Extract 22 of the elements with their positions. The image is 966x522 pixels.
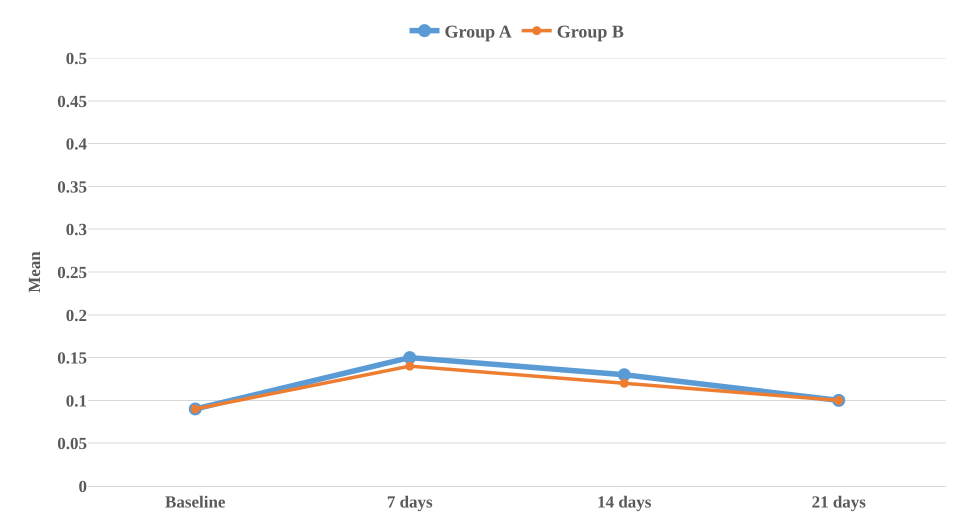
y-tick-label: 0.35 xyxy=(57,177,87,196)
legend-label: Group B xyxy=(556,22,624,42)
point xyxy=(403,351,416,364)
point xyxy=(618,368,631,382)
y-tick-label: 0.5 xyxy=(66,48,87,68)
point xyxy=(620,378,629,388)
y-tick-label: 0.3 xyxy=(66,220,87,240)
y-tick-label: 0.2 xyxy=(66,306,87,325)
legend-label: Group A xyxy=(444,22,512,42)
y-tick-label: 0.1 xyxy=(66,391,87,410)
x-tick-label: Baseline xyxy=(165,492,226,512)
y-tick-label: 0.25 xyxy=(57,262,87,282)
y-tick-label: 0.45 xyxy=(57,92,87,111)
y-tick-label: 0 xyxy=(78,476,87,496)
x-tick-label: 14 days xyxy=(597,492,652,512)
y-tick-label: 0.15 xyxy=(57,348,87,368)
y-tick-label: 0.05 xyxy=(57,434,87,454)
y-tick-label: 0.4 xyxy=(66,134,88,154)
point xyxy=(405,362,414,371)
y-axis-title: Mean xyxy=(24,250,44,293)
x-tick-label: 21 days xyxy=(812,492,866,512)
x-tick-label: 7 days xyxy=(386,492,434,512)
